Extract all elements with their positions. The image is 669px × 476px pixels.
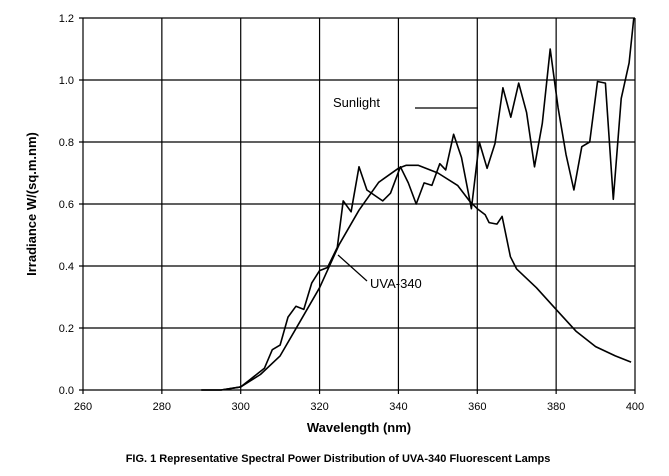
grid: [79, 17, 636, 394]
x-tick-label: 300: [232, 401, 250, 413]
x-tick-label: 260: [74, 401, 92, 413]
y-tick-label: 0.6: [59, 199, 74, 211]
y-tick-label: 0.0: [59, 385, 74, 397]
y-tick-label: 1.2: [59, 13, 74, 25]
sunlight-annotation: Sunlight: [333, 95, 380, 110]
x-tick-label: 380: [547, 401, 565, 413]
x-tick-label: 360: [468, 401, 486, 413]
x-tick-label: 400: [626, 401, 644, 413]
y-tick-label: 0.4: [59, 261, 74, 273]
x-tick-label: 340: [389, 401, 407, 413]
y-tick-label: 1.0: [59, 75, 74, 87]
series-line-uva-340: [201, 164, 632, 391]
x-tick-labels: 260 280 300 320 340 360 380 400: [74, 401, 644, 413]
y-tick-labels: 0.0 0.2 0.4 0.6 0.8 1.0 1.2: [59, 13, 74, 397]
x-tick-label: 280: [153, 401, 171, 413]
figure-caption: FIG. 1 Representative Spectral Power Dis…: [126, 453, 551, 465]
x-tick-label: 320: [310, 401, 328, 413]
y-axis-title: Irradiance W/(sq.m.nm): [24, 132, 39, 276]
uva-annotation: UVA-340: [370, 276, 422, 291]
y-tick-label: 0.8: [59, 137, 74, 149]
series-line-sunlight: [201, 17, 635, 391]
series-lines: [201, 17, 635, 391]
x-axis-title: Wavelength (nm): [307, 420, 411, 435]
y-tick-label: 0.2: [59, 323, 74, 335]
uva-leader-line: [337, 254, 368, 282]
